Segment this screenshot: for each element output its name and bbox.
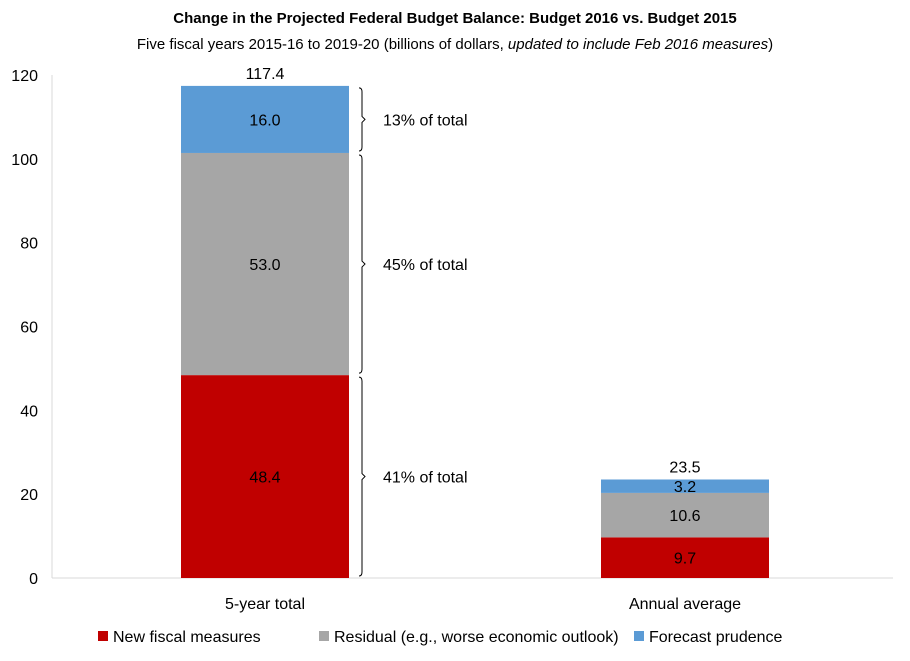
bar-segment [181, 152, 349, 376]
y-tick-label: 60 [20, 320, 38, 337]
data-label: 3.2 [674, 479, 696, 496]
y-tick-label: 120 [11, 68, 38, 85]
y-tick-label: 80 [20, 236, 38, 253]
y-tick-label: 20 [20, 487, 38, 504]
legend-swatch [319, 631, 329, 641]
data-label: 10.6 [669, 508, 700, 525]
subtitle-italic: updated to include Feb 2016 measures [507, 36, 769, 53]
bracket-annotation [358, 376, 366, 577]
bar-segment [601, 537, 769, 578]
legend-label: New fiscal measures [113, 629, 261, 646]
data-label: 53.0 [249, 257, 280, 274]
bracket-annotation [358, 87, 366, 152]
chart-title: Change in the Projected Federal Budget B… [173, 10, 737, 27]
subtitle-suffix: ) [768, 36, 774, 53]
legend-swatch [98, 631, 108, 641]
bar-segment [181, 85, 349, 153]
legend-label: Forecast prudence [649, 629, 783, 646]
annotation-label: 41% of total [383, 470, 468, 487]
data-label: 48.4 [249, 470, 280, 487]
y-tick-label: 100 [11, 152, 38, 169]
data-label: 16.0 [249, 112, 280, 129]
annotation-label: 13% of total [383, 112, 468, 129]
legend-swatch [634, 631, 644, 641]
y-tick-label: 0 [29, 571, 38, 588]
subtitle-prefix: Five fiscal years 2015-16 to 2019-20 (bi… [136, 36, 508, 53]
bracket-annotation [358, 154, 366, 374]
annotation-label: 45% of total [383, 257, 468, 274]
bar-segment [601, 492, 769, 538]
data-label: 9.7 [674, 551, 696, 568]
category-label: 5-year total [225, 596, 305, 613]
y-tick-label: 40 [20, 403, 38, 420]
category-label: Annual average [629, 596, 741, 613]
legend-label: Residual (e.g., worse economic outlook) [334, 629, 619, 646]
bar-segment [601, 479, 769, 493]
total-label: 23.5 [669, 459, 700, 476]
bar-segment [181, 375, 349, 578]
total-label: 117.4 [246, 66, 285, 83]
chart-subtitle: Five fiscal years 2015-16 to 2019-20 (bi… [0, 36, 910, 53]
